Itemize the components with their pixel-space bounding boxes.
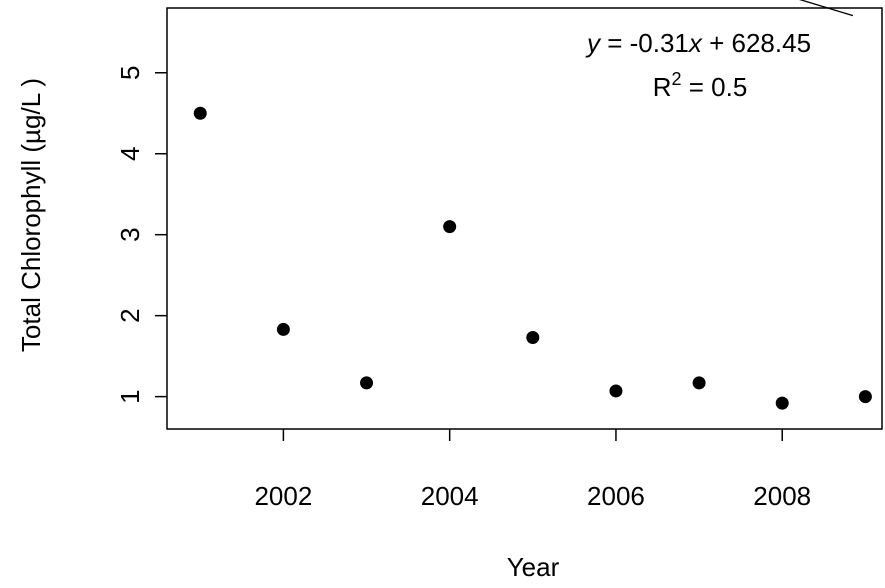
data-point bbox=[276, 322, 290, 336]
y-tick-label: 3 bbox=[115, 227, 145, 241]
data-point bbox=[692, 376, 706, 390]
y-tick-label: 2 bbox=[115, 308, 145, 322]
data-point bbox=[775, 396, 789, 410]
data-point bbox=[609, 384, 623, 398]
plot-frame bbox=[166, 7, 883, 430]
data-points bbox=[193, 106, 872, 410]
data-point bbox=[858, 390, 872, 404]
y-axis-title: Total Chlorophyll (µg/L ) bbox=[16, 78, 46, 352]
data-point bbox=[526, 331, 540, 345]
data-point bbox=[443, 220, 457, 234]
regression-equation: y = -0.31x + 628.45 bbox=[585, 28, 811, 58]
x-tick-label: 2002 bbox=[254, 481, 312, 511]
y-tick-label: 4 bbox=[115, 146, 145, 160]
y-tick-label: 1 bbox=[115, 389, 145, 403]
y-tick-label: 5 bbox=[115, 66, 145, 80]
y-axis: 1 2 3 4 5 bbox=[115, 66, 167, 404]
x-tick-label: 2006 bbox=[587, 481, 645, 511]
r-squared-label: R2 = 0.5 bbox=[653, 69, 748, 102]
x-tick-label: 2004 bbox=[421, 481, 479, 511]
x-axis: 2002 2004 2006 2008 bbox=[254, 429, 811, 511]
data-point bbox=[360, 376, 374, 390]
x-axis-title: Year bbox=[507, 552, 560, 582]
x-tick-label: 2008 bbox=[753, 481, 811, 511]
data-point bbox=[193, 106, 207, 120]
